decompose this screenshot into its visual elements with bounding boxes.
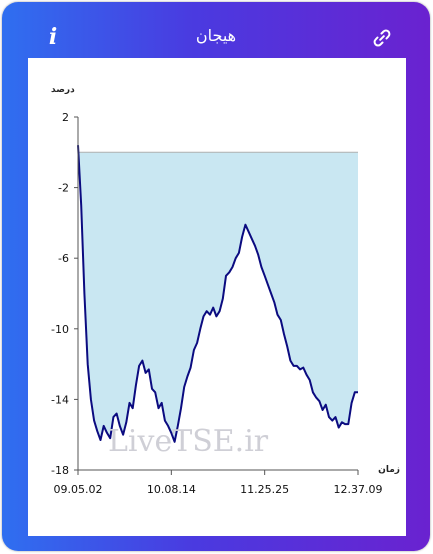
chart-panel: درصد زمان LiveTSE.ir 2 -2 -6 -10 -14 -18 09.05… [28,58,406,536]
page-title: هیجان [195,26,237,45]
header-bar: i هیجان [2,2,430,58]
x-tick-label: 11.25.25 [240,483,289,496]
y-tick-label: -2 [58,182,69,195]
y-tick-label: -18 [51,464,69,477]
y-tick-label: -14 [51,393,69,406]
area-chart: درصد زمان LiveTSE.ir 2 -2 -6 -10 -14 -18 09.05… [51,85,400,496]
y-axis-unit-label: درصد [51,85,75,95]
x-tick-label: 10.08.14 [147,483,196,496]
x-tick-label: 12.37.09 [334,483,383,496]
x-tick-label: 09.05.02 [54,483,103,496]
series-line [77,145,358,443]
link-icon[interactable] [372,28,392,48]
axes: 2 -2 -6 -10 -14 -18 09.05.02 10.08.14 11.25.25 12… [51,111,382,496]
y-tick-label: -6 [58,252,69,265]
watermark: LiveTSE.ir [108,424,269,459]
plot-area [77,145,358,443]
x-axis-unit-label: زمان [378,465,400,475]
y-tick-label: -10 [51,323,69,336]
area-fill [78,145,358,442]
y-tick-label: 2 [62,111,69,124]
link-icon-glyph [373,29,391,47]
info-icon[interactable]: i [48,24,58,50]
app-frame: i هیجان درصد زمان LiveTSE.ir 2 -2 -6 -10 -14… [2,2,430,551]
